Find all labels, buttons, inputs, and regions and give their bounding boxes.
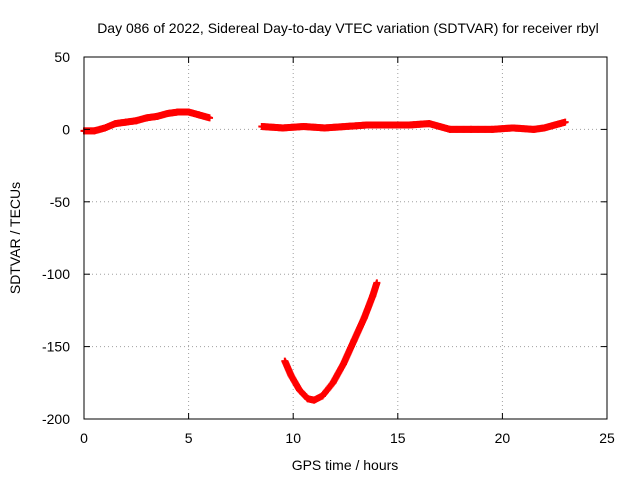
data-point: [206, 114, 214, 122]
x-tick-label: 25: [599, 430, 615, 446]
chart-title: Day 086 of 2022, Sidereal Day-to-day VTE…: [97, 20, 599, 36]
x-tick-label: 20: [495, 430, 511, 446]
y-tick-label: -150: [42, 339, 70, 355]
x-tick-label: 10: [285, 430, 301, 446]
plot-frame: [83, 56, 608, 420]
x-tick-label: 0: [80, 430, 88, 446]
x-tick-label: 5: [185, 430, 193, 446]
y-tick-label: 50: [54, 49, 70, 65]
tick-labels: 0 5 10 15 20 25 -200 -150 -100 -50 0 50: [42, 49, 615, 446]
series-segment-2: [258, 118, 569, 133]
x-tick-label: 15: [390, 430, 406, 446]
y-tick-label: -200: [42, 411, 70, 427]
y-axis-label: SDTVAR / TECUs: [7, 182, 23, 294]
plot-data: [80, 108, 569, 404]
series-segment-1: [80, 108, 214, 135]
y-tick-label: -100: [42, 266, 70, 282]
grid: [84, 57, 607, 419]
data-point: [373, 279, 381, 287]
data-point: [561, 118, 569, 126]
series-segment-3: [281, 279, 381, 404]
y-tick-label: -50: [50, 194, 70, 210]
y-tick-label: 0: [62, 121, 70, 137]
axis-ticks: [83, 56, 608, 420]
x-axis-label: GPS time / hours: [292, 457, 399, 473]
